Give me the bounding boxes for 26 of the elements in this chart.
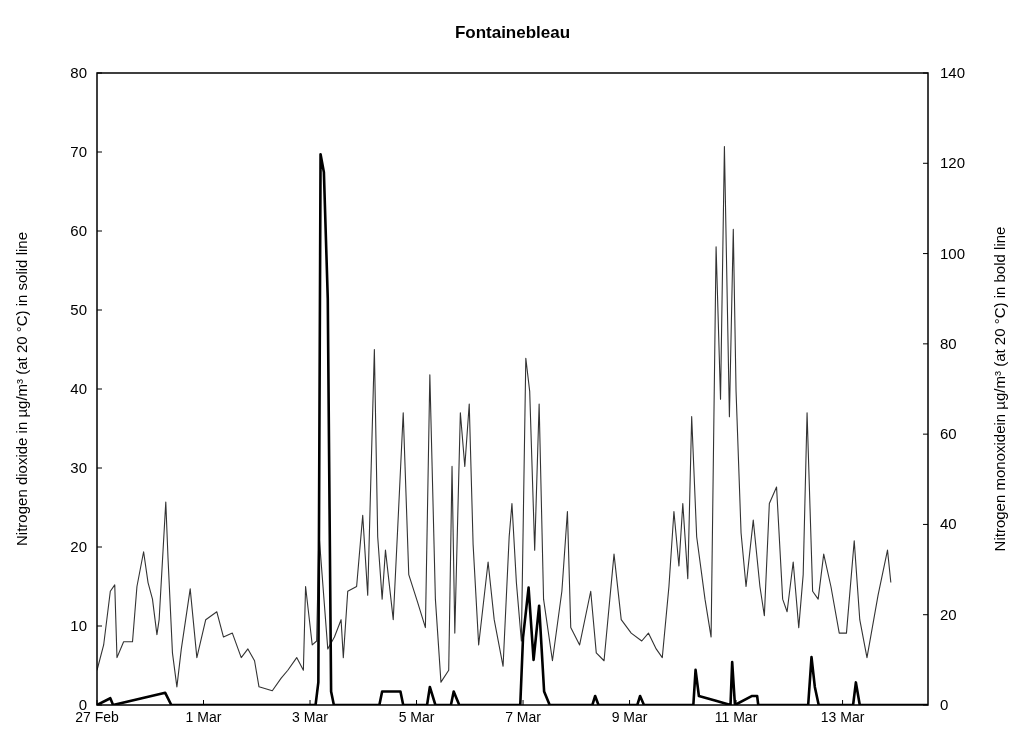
x-tick-label: 1 Mar (185, 709, 222, 725)
y2-tick-label: 0 (940, 696, 949, 713)
x-tick-label: 3 Mar (292, 709, 329, 725)
y2-tick-label: 20 (940, 605, 957, 623)
y2-tick-label: 140 (940, 64, 966, 81)
y-tick-label: 40 (70, 380, 87, 397)
y-axis-title: Nitrogen dioxide in µg/m³ (at 20 °C) in solid line (13, 232, 30, 546)
y2-axis-title: Nitrogen monoxidein µg/m³ (at 20 °C) in bold line (991, 226, 1008, 552)
x-tick-label: 9 Mar (611, 709, 648, 725)
y-tick-label: 60 (70, 222, 87, 239)
x-tick-label: 5 Mar (398, 709, 435, 725)
y2-tick-label: 40 (940, 515, 957, 533)
chart-title: Fontainebleau (454, 23, 571, 42)
y-tick-label: 10 (70, 617, 87, 634)
y2-tick-label: 120 (940, 154, 966, 172)
y-tick-label: 70 (70, 143, 87, 160)
x-tick-label: 13 Mar (820, 709, 865, 725)
y-tick-label: 80 (70, 64, 87, 81)
y-tick-label: 20 (70, 538, 87, 555)
y2-tick-label: 60 (940, 425, 957, 443)
y2-tick-label: 100 (940, 244, 966, 262)
x-tick-label: 11 Mar (714, 709, 758, 725)
y-tick-label: 30 (70, 459, 87, 476)
y-tick-label: 50 (70, 301, 87, 318)
x-tick-label: 7 Mar (505, 709, 542, 725)
y2-tick-label: 80 (940, 334, 957, 352)
